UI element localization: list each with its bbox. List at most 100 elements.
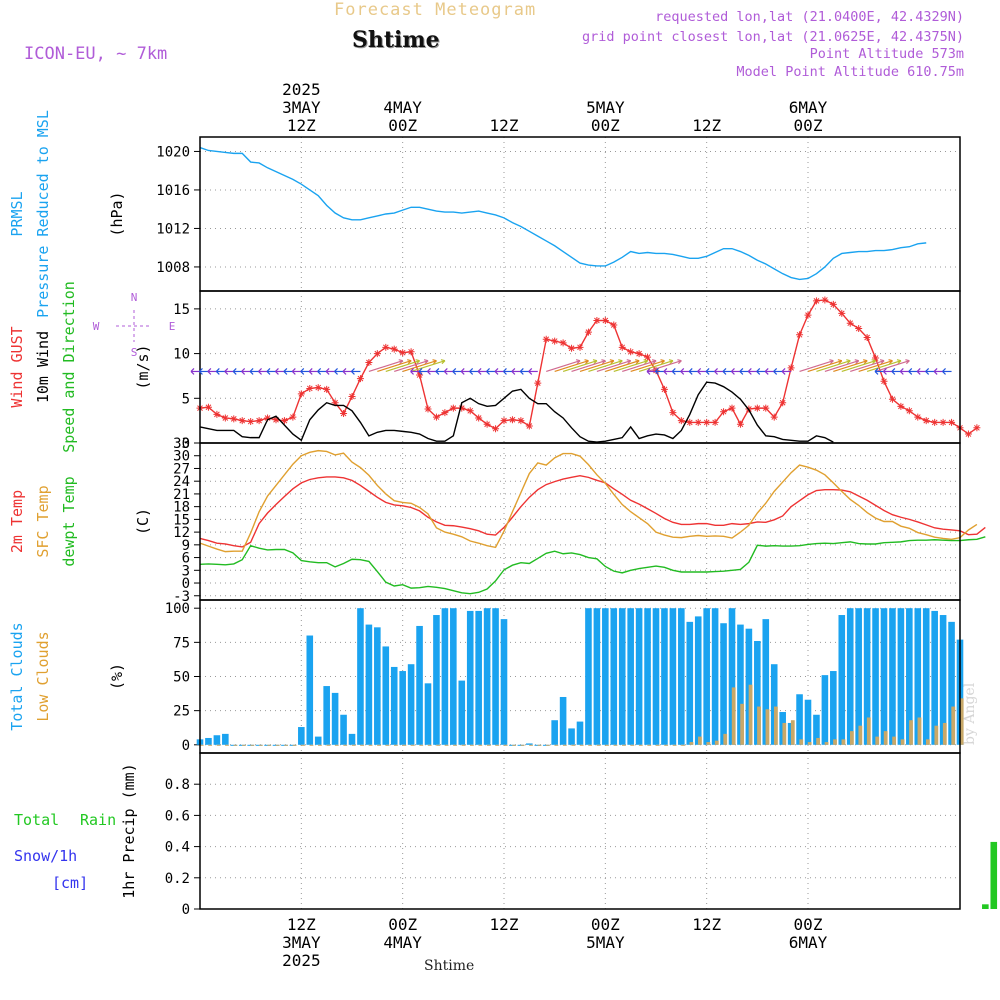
temp-2m-temp-line xyxy=(199,474,986,548)
precip-ytick-label: 0.4 xyxy=(165,840,190,856)
clouds-low-clouds-bar xyxy=(647,744,652,746)
wind-wind-gust-marker xyxy=(677,417,685,425)
wind-direction-arrowhead xyxy=(942,368,946,375)
clouds-total-clouds-bar xyxy=(500,619,508,745)
wind-direction-arrowhead xyxy=(618,359,623,365)
wind-direction-arrowhead xyxy=(874,368,879,375)
wind-wind-gust-marker xyxy=(821,296,829,304)
clouds-total-clouds-bar xyxy=(906,608,913,745)
clouds-low-clouds-bar xyxy=(554,744,559,746)
forecast-title: Forecast Meteogram xyxy=(334,0,537,20)
wind-wind-gust-marker xyxy=(416,371,424,379)
wind-direction-arrow xyxy=(799,360,834,373)
wind-direction-arrowhead xyxy=(643,359,649,365)
wind-wind-gust-marker xyxy=(382,343,390,351)
temp-ytick-label: 9 xyxy=(182,538,190,554)
model-label: ICON-EU, ~ 7km xyxy=(24,44,168,64)
clouds-total-clouds-bar xyxy=(635,608,643,745)
pressure-ytick-label: 1012 xyxy=(156,221,190,237)
precip-total-rain-bar xyxy=(990,841,998,909)
wind-direction-arrowhead xyxy=(829,359,834,365)
top-time-label: 00Z xyxy=(388,116,417,135)
wind-direction-arrowhead xyxy=(275,368,279,375)
wind-wind-gust-marker xyxy=(492,425,500,433)
wind-direction-arrowhead xyxy=(415,359,421,365)
wind-wind-gust-marker xyxy=(449,404,457,412)
wind-wind-gust-marker xyxy=(272,416,280,424)
clouds-low-clouds-bar xyxy=(596,744,601,746)
wind-direction-arrowhead xyxy=(697,368,702,375)
clouds-total-clouds-bar xyxy=(644,608,651,745)
compass-w: W xyxy=(93,320,100,333)
clouds-low-clouds-bar xyxy=(909,720,913,745)
clouds-low-clouds-bar xyxy=(410,744,415,746)
wind-wind-gust-marker xyxy=(703,418,711,426)
wind-direction-arrow xyxy=(410,360,446,373)
clouds-total-clouds-bar xyxy=(686,621,694,745)
wind-direction-arrowhead xyxy=(883,368,887,375)
clouds-total-clouds-bar xyxy=(323,686,330,745)
wind-direction-arrowhead xyxy=(626,359,632,365)
clouds-total-clouds-bar xyxy=(661,608,668,745)
precip-ytick-label: 0 xyxy=(182,902,190,918)
wind-direction-arrowhead xyxy=(671,368,676,375)
wind-wind-gust-marker xyxy=(855,325,863,333)
clouds-low-clouds-bar xyxy=(774,706,778,745)
clouds-low-clouds-bar xyxy=(866,717,871,745)
clouds-total-clouds-bar xyxy=(576,721,584,745)
clouds-total-clouds-bar xyxy=(897,608,905,745)
wind-wind-gust-marker xyxy=(534,379,542,387)
clouds-low-clouds-bar xyxy=(571,744,576,746)
clouds-total-clouds-bar xyxy=(821,675,829,745)
wind-direction-arrowhead xyxy=(528,368,533,375)
wind-wind-gust-marker xyxy=(508,416,516,424)
wind-direction-arrowhead xyxy=(668,359,674,365)
wind-direction-arrowhead xyxy=(896,359,902,365)
wind-direction-arrowhead xyxy=(325,368,330,375)
clouds-total-clouds-bar xyxy=(526,743,533,745)
wind-wind-gust-marker xyxy=(551,337,559,345)
bottom-time-label: 2025 xyxy=(282,951,321,970)
temp-ytick-label: 12 xyxy=(173,525,190,541)
pressure-ylabel: (hPa) xyxy=(108,191,126,236)
temp-ytick-label: 6 xyxy=(182,551,190,567)
clouds-total-clouds-bar xyxy=(374,627,381,745)
wind-direction-arrowhead xyxy=(427,368,431,375)
wind-direction-arrowhead xyxy=(435,368,440,375)
clouds-low-clouds-bar xyxy=(343,744,348,746)
clouds-ylabel: Low Clouds xyxy=(34,631,52,721)
wind-direction-arrowhead xyxy=(258,368,262,375)
clouds-low-clouds-bar xyxy=(917,717,922,745)
temp-ytick-label: 18 xyxy=(173,500,190,516)
wind-wind-gust-marker xyxy=(796,331,804,339)
wind-direction-arrow xyxy=(554,360,589,373)
wind-direction-arrowhead xyxy=(575,359,581,365)
wind-wind-gust-marker xyxy=(213,410,221,418)
precip-side-label: Total xyxy=(14,811,59,829)
temp-ytick-label: 27 xyxy=(173,461,190,477)
top-time-label: 3MAY xyxy=(282,98,321,117)
wind-direction-arrowhead xyxy=(283,368,288,375)
wind-wind-gust-line xyxy=(199,299,978,435)
wind-wind-gust-marker xyxy=(863,333,871,341)
wind-ylabel: Speed and Direction xyxy=(60,281,78,453)
clouds-low-clouds-bar xyxy=(292,744,297,746)
wind-wind-gust-marker xyxy=(323,385,331,393)
clouds-low-clouds-bar xyxy=(638,744,643,746)
pressure-ylabel: PRMSL xyxy=(8,191,26,236)
wind-wind-gust-marker xyxy=(728,404,736,412)
clouds-low-clouds-bar xyxy=(360,744,365,746)
wind-wind-gust-marker xyxy=(720,408,728,416)
clouds-total-clouds-bar xyxy=(770,664,778,745)
clouds-total-clouds-bar xyxy=(416,625,423,745)
top-time-label: 12Z xyxy=(692,116,721,135)
clouds-low-clouds-bar xyxy=(267,744,272,746)
clouds-total-clouds-bar xyxy=(483,608,491,745)
wind-direction-arrowhead xyxy=(688,368,693,375)
wind-direction-arrowhead xyxy=(747,368,752,375)
clouds-total-clouds-bar xyxy=(922,608,930,745)
wind-wind-gust-marker xyxy=(255,417,263,425)
clouds-low-clouds-bar xyxy=(470,744,474,746)
wind-wind-gust-marker xyxy=(390,345,398,353)
